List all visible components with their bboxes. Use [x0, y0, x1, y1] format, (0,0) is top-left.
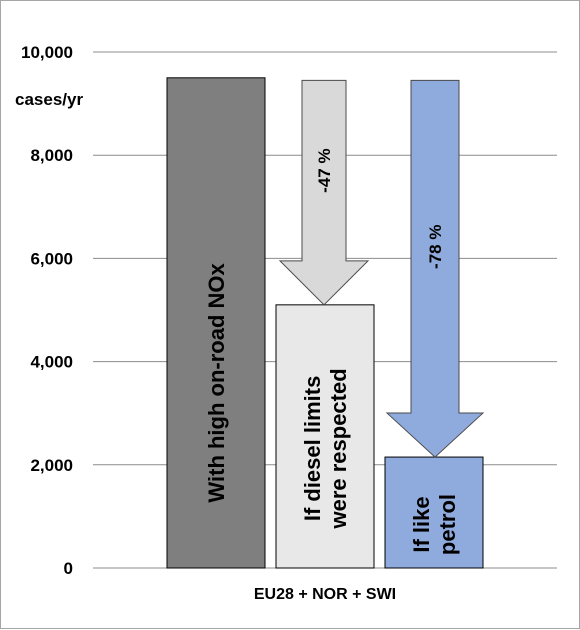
y-tick-label: 4,000 [30, 353, 73, 372]
reduction-label: -78 % [426, 225, 445, 269]
bar-label: petrol [435, 494, 460, 555]
reduction-arrow [278, 79, 370, 306]
bar-label: were respected [326, 368, 351, 529]
x-category-label: EU28 + NOR + SWI [254, 586, 396, 603]
bar [275, 304, 375, 569]
bar [166, 77, 266, 569]
bar-label: If like [409, 496, 434, 552]
unit-label: cases/yr [15, 90, 83, 109]
reduction-arrow [385, 79, 485, 458]
y-tick-label: 8,000 [30, 146, 73, 165]
y-tick-label: 0 [64, 559, 73, 578]
bar [384, 456, 484, 569]
y-tick-label: 10,000 [21, 43, 73, 62]
y-tick-label: 2,000 [30, 456, 73, 475]
bar-label: If diesel limits [300, 376, 325, 522]
y-tick-label: 6,000 [30, 249, 73, 268]
reduction-label: -47 % [315, 148, 334, 192]
bar-label: With high on-road NOx [204, 262, 229, 502]
